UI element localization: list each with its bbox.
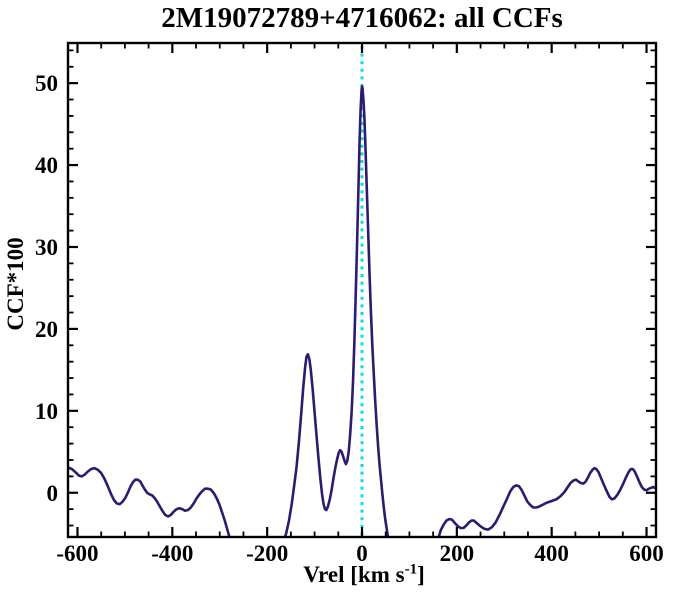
y-tick-label: 50 bbox=[35, 71, 58, 96]
x-axis-label: Vrel [km s-1] bbox=[68, 560, 660, 590]
y-tick-labels: 0 10 20 30 40 50 bbox=[35, 71, 58, 506]
x-tick-label: 400 bbox=[534, 541, 569, 566]
y-tick-label: 40 bbox=[35, 153, 58, 178]
chart-title: 2M19072789+4716062: all CCFs bbox=[161, 2, 563, 34]
x-tick-label: 0 bbox=[356, 541, 368, 566]
x-tick-labels: -600 -400 -200 0 200 400 600 bbox=[56, 541, 663, 566]
ccf-curve bbox=[68, 85, 656, 537]
x-tick-label: -400 bbox=[151, 541, 193, 566]
x-axis-label-base: Vrel [km s bbox=[303, 562, 405, 587]
y-tick-label: 10 bbox=[35, 399, 58, 424]
x-tick-label: -600 bbox=[56, 541, 98, 566]
x-tick-label: 600 bbox=[629, 541, 664, 566]
x-axis-label-close: ] bbox=[417, 562, 425, 587]
x-tick-label: -200 bbox=[246, 541, 288, 566]
y-tick-label: 30 bbox=[35, 235, 58, 260]
y-axis-label: CCF*100 bbox=[3, 237, 28, 331]
axis-ticks bbox=[68, 43, 656, 537]
y-tick-label: 0 bbox=[47, 481, 59, 506]
x-axis-label-superscript: -1 bbox=[404, 561, 418, 578]
x-tick-label: 200 bbox=[440, 541, 475, 566]
y-tick-label: 20 bbox=[35, 317, 58, 342]
